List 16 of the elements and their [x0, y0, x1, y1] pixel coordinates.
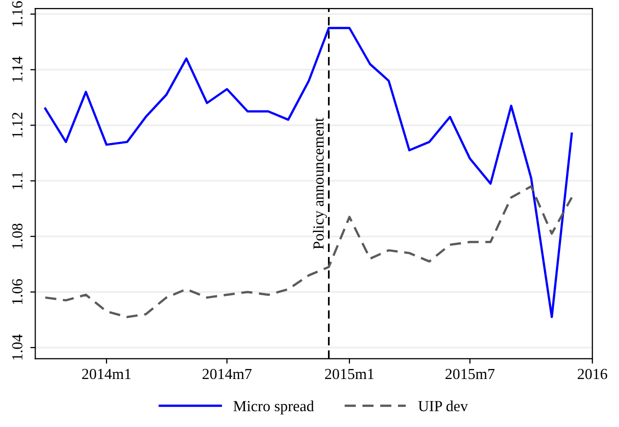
- y-tick-label: 1.14: [12, 56, 23, 82]
- x-tick-label: 2016: [578, 368, 608, 380]
- y-tick-label: 1.1: [12, 172, 23, 190]
- y-tick-label: 1.06: [12, 279, 23, 304]
- x-tick-label: 2015m7: [446, 368, 495, 380]
- legend-label: Micro spread: [234, 400, 314, 414]
- line-series: [44, 26, 573, 318]
- y-tick-label: 1.16: [12, 1, 23, 26]
- legend-label: UIP dev: [418, 400, 468, 412]
- ref-line-label: Policy announcement: [312, 118, 327, 250]
- y-tick-label: 1.12: [12, 112, 23, 138]
- y-tick-label: 1.04: [12, 334, 23, 360]
- x-tick-label: 2014m1: [82, 368, 131, 380]
- y-tick-label: 1.08: [12, 224, 23, 248]
- x-tick-label: 2014m7: [202, 368, 252, 380]
- x-tick-label: 2015m1: [325, 368, 374, 380]
